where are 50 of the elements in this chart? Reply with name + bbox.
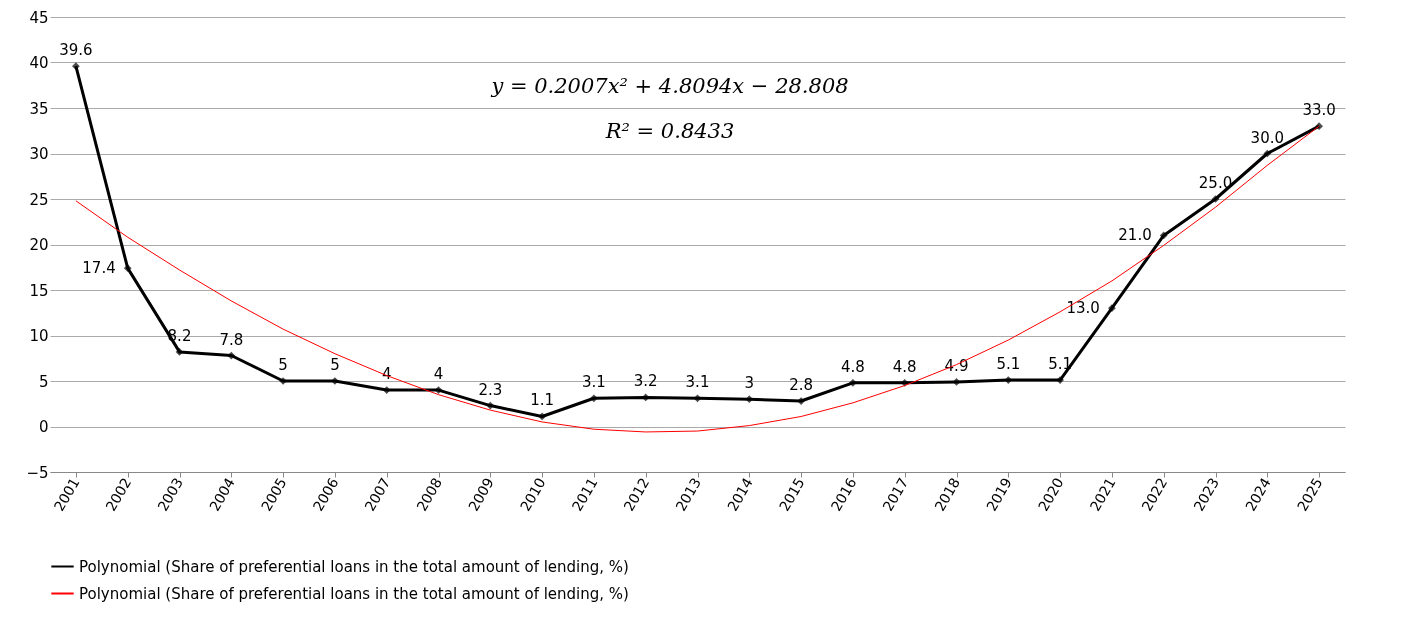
data-label: 3.1 <box>685 373 710 392</box>
data-label: 2.8 <box>789 376 814 395</box>
data-label: 33.0 <box>1302 101 1336 120</box>
data-label: 5 <box>278 356 288 374</box>
y-tick-label: 45 <box>29 8 49 27</box>
y-tick-label: 15 <box>29 281 49 300</box>
point <box>1056 376 1064 384</box>
data-label: 1.1 <box>530 391 555 410</box>
annotation: R² = 0.8433 <box>604 119 735 143</box>
point <box>1211 195 1220 203</box>
point <box>1108 304 1116 313</box>
y-tick-label: 20 <box>29 236 49 254</box>
legend-label: Polynomial (Share of preferential loans in the total amount of lending, %) <box>79 557 629 576</box>
y-tick-label: 5 <box>38 372 49 391</box>
point <box>849 378 857 387</box>
data-label: 21.0 <box>1118 226 1152 245</box>
data-label: 2.3 <box>478 380 503 399</box>
data-label: 5 <box>330 356 340 374</box>
point <box>72 62 80 71</box>
point <box>123 264 132 273</box>
y-tick-label: 35 <box>29 99 49 118</box>
point <box>434 386 443 394</box>
point <box>486 401 495 410</box>
data-label: 17.4 <box>82 259 116 278</box>
y-tick-label: 30 <box>29 145 49 163</box>
data-label: 3.1 <box>581 373 606 392</box>
data-label: 7.8 <box>219 330 244 349</box>
y-tick-label: 0 <box>38 418 49 436</box>
y-tick-label: 40 <box>29 54 49 72</box>
y-tick-label: −5 <box>26 463 49 482</box>
data-label: 13.0 <box>1066 299 1100 318</box>
point <box>227 351 236 360</box>
data-label: 3.2 <box>633 372 658 391</box>
data-label: 30.0 <box>1250 128 1284 147</box>
data-label: 5.1 <box>996 355 1021 374</box>
point <box>693 394 702 403</box>
data-label: 39.6 <box>59 41 93 60</box>
point <box>538 412 546 421</box>
point <box>590 394 598 403</box>
point <box>175 348 184 356</box>
y-tick-label: 10 <box>29 327 49 345</box>
legend-label: Polynomial (Share of preferential loans in the total amount of lending, %) <box>79 584 629 603</box>
y-tick-label: 25 <box>29 190 49 209</box>
data-label: 4.8 <box>840 357 865 376</box>
data-label: 4.8 <box>892 357 917 376</box>
point <box>1263 149 1272 158</box>
annotation: y = 0.2007x² + 4.8094x − 28.808 <box>490 74 849 98</box>
point <box>1159 231 1168 240</box>
data-label: 3 <box>744 374 755 393</box>
data-label: 4 <box>433 365 444 384</box>
